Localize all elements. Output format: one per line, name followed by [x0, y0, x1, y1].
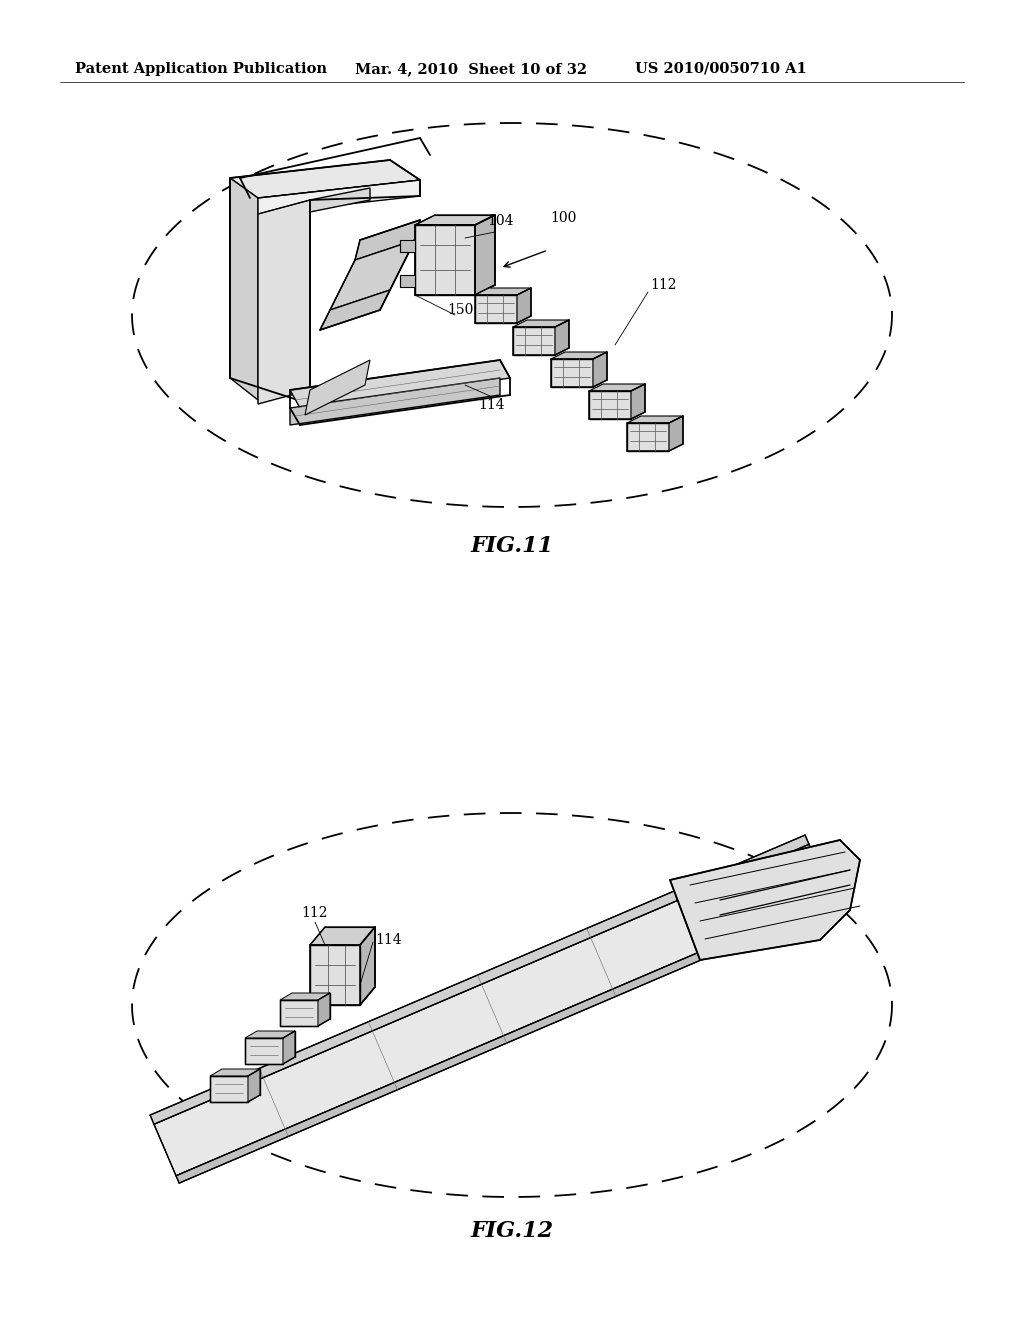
Text: 150: 150 [447, 304, 473, 317]
Polygon shape [589, 384, 645, 391]
Polygon shape [555, 319, 569, 355]
Polygon shape [631, 384, 645, 418]
Polygon shape [248, 1069, 260, 1102]
Polygon shape [305, 360, 370, 414]
Polygon shape [210, 1076, 248, 1102]
Polygon shape [280, 993, 330, 1001]
Polygon shape [517, 288, 531, 323]
Polygon shape [627, 422, 669, 451]
Polygon shape [400, 240, 415, 252]
Text: 112: 112 [302, 906, 329, 920]
Polygon shape [355, 220, 420, 260]
Polygon shape [415, 224, 475, 294]
Polygon shape [154, 845, 831, 1176]
Polygon shape [589, 391, 631, 418]
Text: Patent Application Publication: Patent Application Publication [75, 62, 327, 77]
Polygon shape [551, 352, 607, 359]
Polygon shape [475, 215, 495, 294]
Text: 104: 104 [487, 214, 514, 228]
Polygon shape [245, 1038, 283, 1064]
Polygon shape [310, 945, 360, 1005]
Text: FIG.11: FIG.11 [470, 535, 554, 557]
Polygon shape [475, 288, 531, 294]
Polygon shape [513, 319, 569, 327]
Polygon shape [593, 352, 607, 387]
Polygon shape [627, 416, 683, 422]
Polygon shape [258, 180, 420, 214]
Polygon shape [151, 836, 809, 1125]
Polygon shape [475, 294, 517, 323]
Polygon shape [230, 178, 258, 400]
Text: 100: 100 [550, 211, 577, 224]
Polygon shape [283, 1031, 295, 1064]
Polygon shape [210, 1069, 260, 1076]
Polygon shape [176, 896, 835, 1183]
Text: FIG.12: FIG.12 [470, 1220, 554, 1242]
Polygon shape [310, 187, 370, 213]
Text: US 2010/0050710 A1: US 2010/0050710 A1 [635, 62, 807, 77]
Polygon shape [513, 327, 555, 355]
Text: 112: 112 [650, 279, 677, 292]
Polygon shape [310, 927, 375, 945]
Polygon shape [400, 275, 415, 286]
Polygon shape [245, 1031, 295, 1038]
Polygon shape [290, 360, 510, 408]
Polygon shape [318, 993, 330, 1026]
Polygon shape [415, 215, 495, 224]
Polygon shape [669, 416, 683, 451]
Polygon shape [360, 927, 375, 1005]
Polygon shape [330, 240, 415, 310]
Polygon shape [230, 160, 420, 198]
Polygon shape [551, 359, 593, 387]
Text: 114: 114 [478, 399, 505, 412]
Polygon shape [319, 290, 390, 330]
Text: Mar. 4, 2010  Sheet 10 of 32: Mar. 4, 2010 Sheet 10 of 32 [355, 62, 587, 77]
Polygon shape [670, 840, 860, 960]
Polygon shape [258, 201, 310, 404]
Polygon shape [290, 378, 500, 425]
Polygon shape [280, 1001, 318, 1026]
Text: 114: 114 [375, 933, 401, 946]
